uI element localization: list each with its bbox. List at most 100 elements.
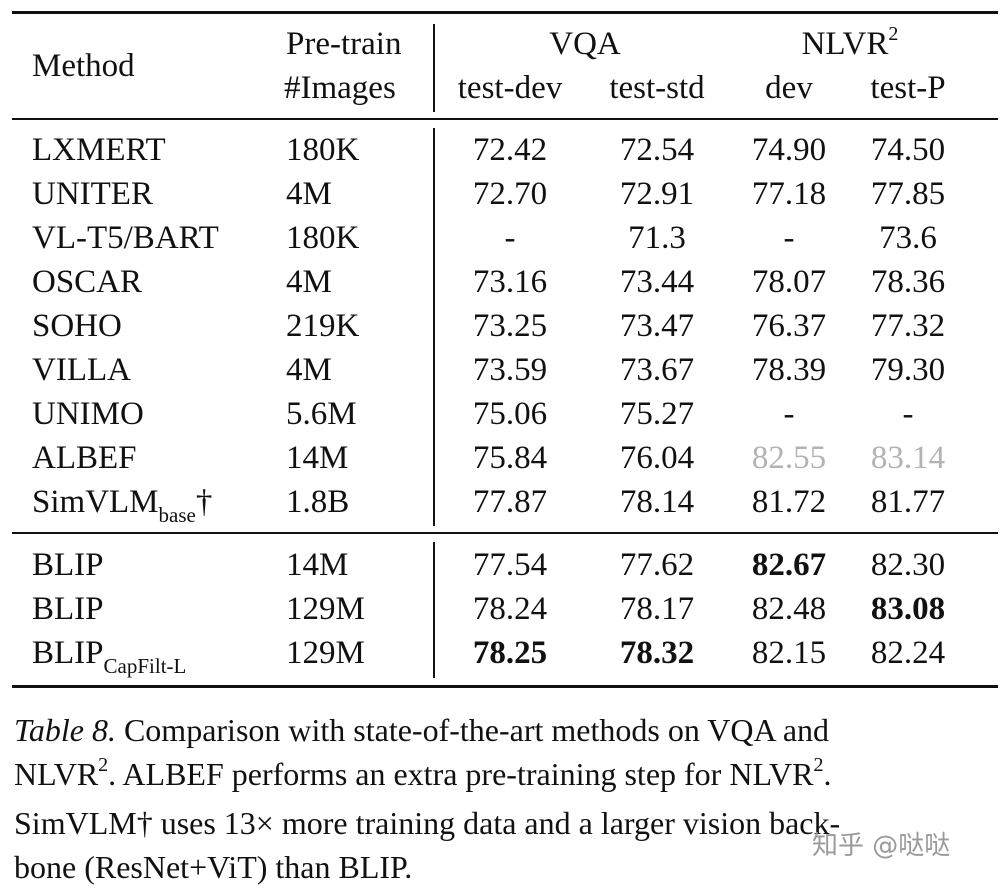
- method-name: VILLA: [32, 352, 131, 388]
- method-name: VL-T5/BART: [32, 220, 219, 256]
- images-cell: 180K: [286, 132, 360, 168]
- score-cell-vqa-std: 78.17: [619, 591, 695, 627]
- score-cell-nlvr-test: 74.50: [870, 132, 946, 168]
- method-name: BLIP: [32, 591, 104, 627]
- caption-line2c: .: [823, 756, 832, 792]
- images-cell: 4M: [286, 352, 332, 388]
- score-cell-nlvr-dev: 82.15: [751, 635, 827, 671]
- method-name: ALBEF: [32, 440, 137, 476]
- caption-sup: 2: [813, 754, 824, 776]
- score-cell-nlvr-test: 77.85: [870, 176, 946, 212]
- score-cell-nlvr-test: -: [902, 396, 914, 432]
- method-cell: LXMERT: [32, 130, 166, 170]
- table-bottom-rule: [12, 685, 998, 688]
- score-cell-vqa-std: 76.04: [619, 440, 695, 476]
- method-cell: BLIPCapFilt-L: [32, 633, 186, 678]
- images-cell: 14M: [286, 440, 349, 476]
- method-name: SimVLM: [32, 484, 159, 520]
- score-cell-nlvr-dev: 78.07: [751, 264, 827, 300]
- score-cell-nlvr-test: 79.30: [870, 352, 946, 388]
- score-cell-nlvr-dev: 78.39: [751, 352, 827, 388]
- method-subscript: base: [158, 503, 196, 527]
- table-group-rule: [12, 532, 998, 534]
- score-cell-nlvr-dev: 82.55: [751, 440, 827, 476]
- score-cell-vqa-std: 75.27: [619, 396, 695, 432]
- method-name: BLIP: [32, 635, 104, 671]
- caption-line1: Comparison with state-of-the-art methods…: [115, 712, 830, 748]
- score-cell-nlvr-dev: 76.37: [751, 308, 827, 344]
- images-cell: 14M: [286, 547, 349, 583]
- method-name: BLIP: [32, 547, 104, 583]
- score-cell-vqa-std: 71.3: [628, 220, 686, 256]
- method-cell: ALBEF: [32, 438, 137, 478]
- score-cell-vqa-std: 73.47: [619, 308, 695, 344]
- score-cell-vqa-std: 72.91: [619, 176, 695, 212]
- score-cell-vqa-dev: 78.24: [472, 591, 548, 627]
- zhihu-watermark: 知乎 @哒哒: [812, 831, 951, 861]
- method-cell: SimVLMbase†: [32, 482, 213, 527]
- header-nlvr-text: NLVR: [801, 26, 889, 62]
- caption-label: Table 8.: [14, 712, 116, 748]
- score-cell-nlvr-test: 83.14: [870, 440, 946, 476]
- method-name: UNIMO: [32, 396, 144, 432]
- score-cell-vqa-dev: 75.06: [472, 396, 548, 432]
- header-vqa-test-dev: test-dev: [457, 70, 563, 106]
- method-cell: BLIP: [32, 589, 104, 629]
- caption-sup: 2: [98, 754, 109, 776]
- header-method: Method: [32, 48, 135, 84]
- score-cell-nlvr-test: 73.6: [879, 220, 937, 256]
- method-cell: UNITER: [32, 174, 153, 214]
- score-cell-nlvr-test: 82.24: [870, 635, 946, 671]
- images-cell: 4M: [286, 176, 332, 212]
- images-cell: 219K: [286, 308, 360, 344]
- method-name: SOHO: [32, 308, 122, 344]
- score-cell-vqa-dev: 72.42: [472, 132, 548, 168]
- method-dagger: †: [195, 484, 213, 520]
- score-cell-vqa-std: 72.54: [619, 132, 695, 168]
- table-header-rule: [12, 118, 998, 120]
- score-cell-nlvr-dev: 74.90: [751, 132, 827, 168]
- score-cell-nlvr-test: 78.36: [870, 264, 946, 300]
- header-nlvr-test-p: test-P: [870, 70, 946, 106]
- score-cell-vqa-dev: 73.16: [472, 264, 548, 300]
- header-nlvr-sup: 2: [888, 23, 899, 45]
- header-vqa: VQA: [549, 26, 621, 62]
- score-cell-vqa-dev: 72.70: [472, 176, 548, 212]
- method-cell: VL-T5/BART: [32, 218, 219, 258]
- score-cell-nlvr-dev: -: [783, 220, 795, 256]
- caption-line3: SimVLM† uses 13× more training data and …: [14, 805, 841, 841]
- score-cell-nlvr-dev: 82.48: [751, 591, 827, 627]
- method-cell: OSCAR: [32, 262, 142, 302]
- images-cell: 129M: [286, 591, 365, 627]
- header-pretrain: Pre-train: [286, 26, 402, 62]
- score-cell-nlvr-dev: -: [783, 396, 795, 432]
- score-cell-vqa-std: 78.32: [619, 635, 695, 671]
- method-cell: SOHO: [32, 306, 122, 346]
- score-cell-nlvr-test: 82.30: [870, 547, 946, 583]
- header-nlvr: NLVR2: [780, 23, 920, 68]
- images-cell: 129M: [286, 635, 365, 671]
- header-vqa-test-std: test-std: [609, 70, 705, 106]
- images-cell: 180K: [286, 220, 360, 256]
- score-cell-vqa-std: 78.14: [619, 484, 695, 520]
- images-cell: 5.6M: [286, 396, 357, 432]
- score-cell-nlvr-test: 81.77: [870, 484, 946, 520]
- score-cell-vqa-std: 73.67: [619, 352, 695, 388]
- score-cell-vqa-dev: 75.84: [472, 440, 548, 476]
- column-separator: [433, 542, 435, 678]
- score-cell-vqa-std: 77.62: [619, 547, 695, 583]
- score-cell-vqa-dev: -: [504, 220, 516, 256]
- caption-line2a: NLVR: [14, 756, 99, 792]
- caption-line4: bone (ResNet+ViT) than BLIP.: [14, 849, 413, 885]
- score-cell-vqa-dev: 78.25: [472, 635, 548, 671]
- score-cell-nlvr-test: 77.32: [870, 308, 946, 344]
- header-images: #Images: [284, 70, 396, 106]
- method-name: OSCAR: [32, 264, 143, 300]
- score-cell-vqa-dev: 73.59: [472, 352, 548, 388]
- score-cell-vqa-dev: 73.25: [472, 308, 548, 344]
- score-cell-vqa-std: 73.44: [619, 264, 695, 300]
- score-cell-nlvr-test: 83.08: [870, 591, 946, 627]
- table-top-rule: [12, 11, 998, 14]
- method-cell: BLIP: [32, 545, 104, 585]
